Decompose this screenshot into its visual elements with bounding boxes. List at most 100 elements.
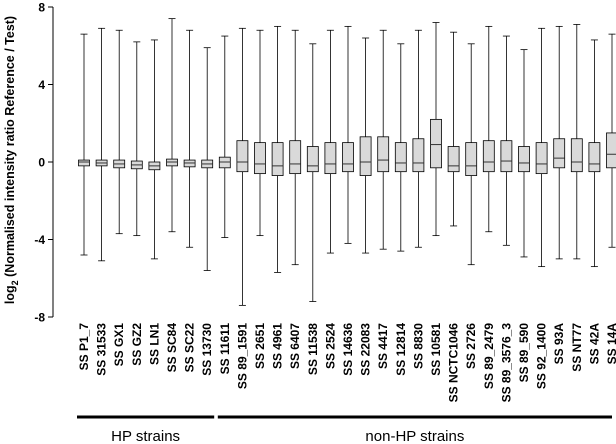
box-series [78, 18, 616, 306]
x-tick-label: SS NT77 [570, 323, 584, 372]
group-annotations: HP strains non-HP strains [77, 415, 612, 444]
x-tick-label: SS 2524 [323, 323, 337, 369]
x-tick-label: SS NCTC1046 [447, 323, 461, 403]
interquartile-box [412, 138, 425, 173]
x-tick-label: SS 89_2479 [482, 323, 496, 389]
box-plot-item [394, 43, 407, 252]
x-tick-label: SS 89_3576_3 [499, 323, 513, 403]
x-tick-label: SS 42A [587, 323, 601, 365]
box-plot-item [218, 35, 231, 238]
box-plot-item [236, 27, 249, 306]
x-tick-label: SS 11538 [306, 323, 320, 375]
interquartile-box [271, 142, 284, 176]
box-plot-item [606, 33, 616, 248]
interquartile-box [482, 140, 495, 173]
x-tick-label: SS 8830 [411, 323, 425, 369]
y-axis: 8 4 0 -4 -8 [34, 1, 54, 325]
x-tick-label: SS 2651 [253, 323, 267, 369]
box-plot-item [588, 39, 601, 268]
x-tick-label: SS 4417 [376, 323, 390, 369]
box-plot-item [95, 27, 108, 262]
x-tick-label: SS P1_7 [77, 323, 91, 371]
interquartile-box [236, 140, 249, 173]
x-axis-tick-labels: SS P1_7 SS 31533 SS GX1 SS GZ2 SS LN1 SS SC84… [77, 323, 616, 403]
box-plot-item [482, 25, 495, 233]
y-tick-label: 4 [38, 78, 45, 92]
box-plot-item [166, 18, 178, 233]
box-plot-item [201, 47, 214, 271]
interquartile-box [289, 140, 302, 175]
group-label: HP strains [111, 428, 180, 444]
x-tick-label: SS 14A [605, 323, 616, 365]
interquartile-box [606, 132, 616, 169]
x-tick-label: SS 6407 [288, 323, 302, 369]
y-axis-label: log2 (Normalised intensity ratio Referen… [3, 16, 20, 304]
box-plot-item [342, 25, 354, 244]
interquartile-box [553, 138, 566, 169]
box-plot-item [553, 25, 566, 260]
y-axis-label-log: log [3, 285, 17, 304]
interquartile-box [394, 142, 407, 173]
box-plot-item [289, 29, 302, 266]
box-plot-item [430, 22, 442, 237]
x-tick-label: SS 92_1400 [535, 323, 549, 389]
interquartile-box [359, 136, 372, 176]
box-plot-item [271, 25, 284, 273]
y-axis-label-subscript: 2 [10, 280, 20, 285]
box-plot-item [412, 29, 425, 248]
box-plot-item [113, 29, 126, 235]
interquartile-box [518, 146, 530, 173]
y-tick-label: -4 [34, 233, 45, 247]
x-tick-label: SS LN1 [147, 323, 161, 365]
group-label: non-HP strains [365, 428, 464, 444]
box-plot-item [359, 37, 372, 254]
interquartile-box [324, 142, 337, 175]
box-plot-item [377, 29, 390, 250]
x-tick-label: SS 2726 [464, 323, 478, 369]
box-plot-item [254, 29, 266, 237]
interquartile-box [500, 140, 513, 173]
x-tick-label: SS SC84 [165, 323, 179, 373]
x-tick-label: SS SC22 [183, 323, 197, 373]
interquartile-box [78, 159, 90, 167]
y-tick-label: 8 [38, 1, 45, 15]
box-plot-item [130, 41, 143, 237]
x-tick-label: SS 89_1591 [235, 323, 249, 389]
y-tick-label: 0 [38, 156, 45, 170]
x-tick-label: SS GX1 [112, 323, 126, 367]
x-tick-label: SS 11611 [218, 323, 232, 375]
interquartile-box [377, 136, 390, 173]
x-tick-label: SS 14636 [341, 323, 355, 376]
interquartile-box [430, 118, 442, 169]
interquartile-box [570, 138, 583, 173]
y-tick-label: -8 [34, 311, 45, 325]
x-tick-label: SS 31533 [95, 323, 109, 376]
y-axis-label-rest: (Normalised intensity ratio Reference / … [3, 16, 17, 280]
box-plot-item [465, 43, 478, 266]
box-plot-item [324, 29, 337, 254]
box-plot-item [148, 39, 161, 260]
interquartile-box [588, 142, 601, 173]
x-tick-label: SS 10581 [429, 323, 443, 376]
box-plot-item [570, 24, 583, 260]
x-tick-label: SS 13730 [200, 323, 214, 376]
interquartile-box [254, 142, 266, 175]
x-tick-label: SS 12814 [394, 323, 408, 376]
interquartile-box [535, 142, 548, 175]
x-tick-label: SS 22083 [359, 323, 373, 376]
box-plot-item [500, 35, 513, 246]
interquartile-box [342, 142, 354, 173]
x-tick-label: SS 93A [552, 323, 566, 365]
interquartile-box [465, 142, 478, 176]
box-plot-item [535, 27, 548, 268]
box-plot-item [78, 33, 90, 256]
box-plot-item [306, 43, 319, 302]
interquartile-box [447, 146, 460, 173]
x-tick-label: SS 89_590 [517, 323, 531, 383]
box-plot-item [518, 49, 530, 258]
box-plot-item [183, 29, 196, 248]
interquartile-box [306, 146, 319, 173]
box-plot-item [447, 31, 460, 227]
x-tick-label: SS 4961 [271, 323, 285, 369]
